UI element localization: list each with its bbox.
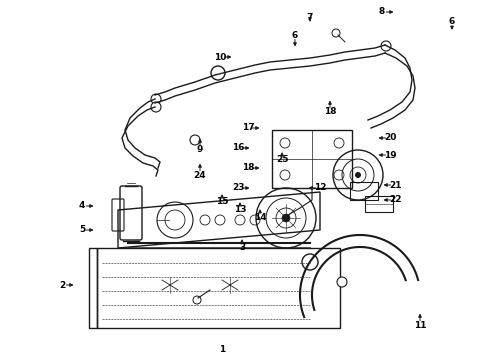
Text: 16: 16	[232, 144, 244, 153]
Circle shape	[211, 66, 225, 80]
Circle shape	[302, 254, 318, 270]
Text: 19: 19	[384, 150, 396, 159]
Circle shape	[381, 41, 391, 51]
Text: 10: 10	[214, 53, 226, 62]
Text: 24: 24	[194, 171, 206, 180]
Text: 22: 22	[389, 195, 401, 204]
Bar	[350, 182, 378, 200]
Text: 23: 23	[232, 184, 244, 193]
Bar	[97, 248, 340, 328]
Circle shape	[282, 214, 290, 222]
Text: 21: 21	[389, 180, 401, 189]
Circle shape	[151, 102, 161, 112]
Bar	[272, 130, 352, 188]
Circle shape	[193, 296, 201, 304]
Text: 13: 13	[234, 206, 246, 215]
Circle shape	[337, 277, 347, 287]
Text: 18: 18	[324, 108, 336, 117]
Text: 14: 14	[254, 212, 266, 221]
Text: 8: 8	[379, 8, 385, 17]
Text: 3: 3	[239, 243, 245, 252]
Bar	[365, 196, 393, 212]
Circle shape	[190, 135, 200, 145]
Text: 5: 5	[79, 225, 85, 234]
Circle shape	[332, 29, 340, 37]
Text: 20: 20	[384, 134, 396, 143]
Text: 15: 15	[216, 198, 228, 207]
Text: 1: 1	[219, 346, 225, 355]
Text: 6: 6	[292, 31, 298, 40]
Text: 12: 12	[314, 184, 326, 193]
Text: 9: 9	[197, 145, 203, 154]
Text: 11: 11	[414, 320, 426, 329]
Circle shape	[151, 94, 161, 104]
Text: 17: 17	[242, 123, 254, 132]
Text: 7: 7	[307, 13, 313, 22]
Text: 4: 4	[79, 202, 85, 211]
Circle shape	[355, 172, 361, 178]
Text: 6: 6	[449, 18, 455, 27]
Text: 2: 2	[59, 280, 65, 289]
Bar	[89, 248, 97, 328]
Text: 18: 18	[242, 163, 254, 172]
Text: 25: 25	[276, 156, 288, 165]
